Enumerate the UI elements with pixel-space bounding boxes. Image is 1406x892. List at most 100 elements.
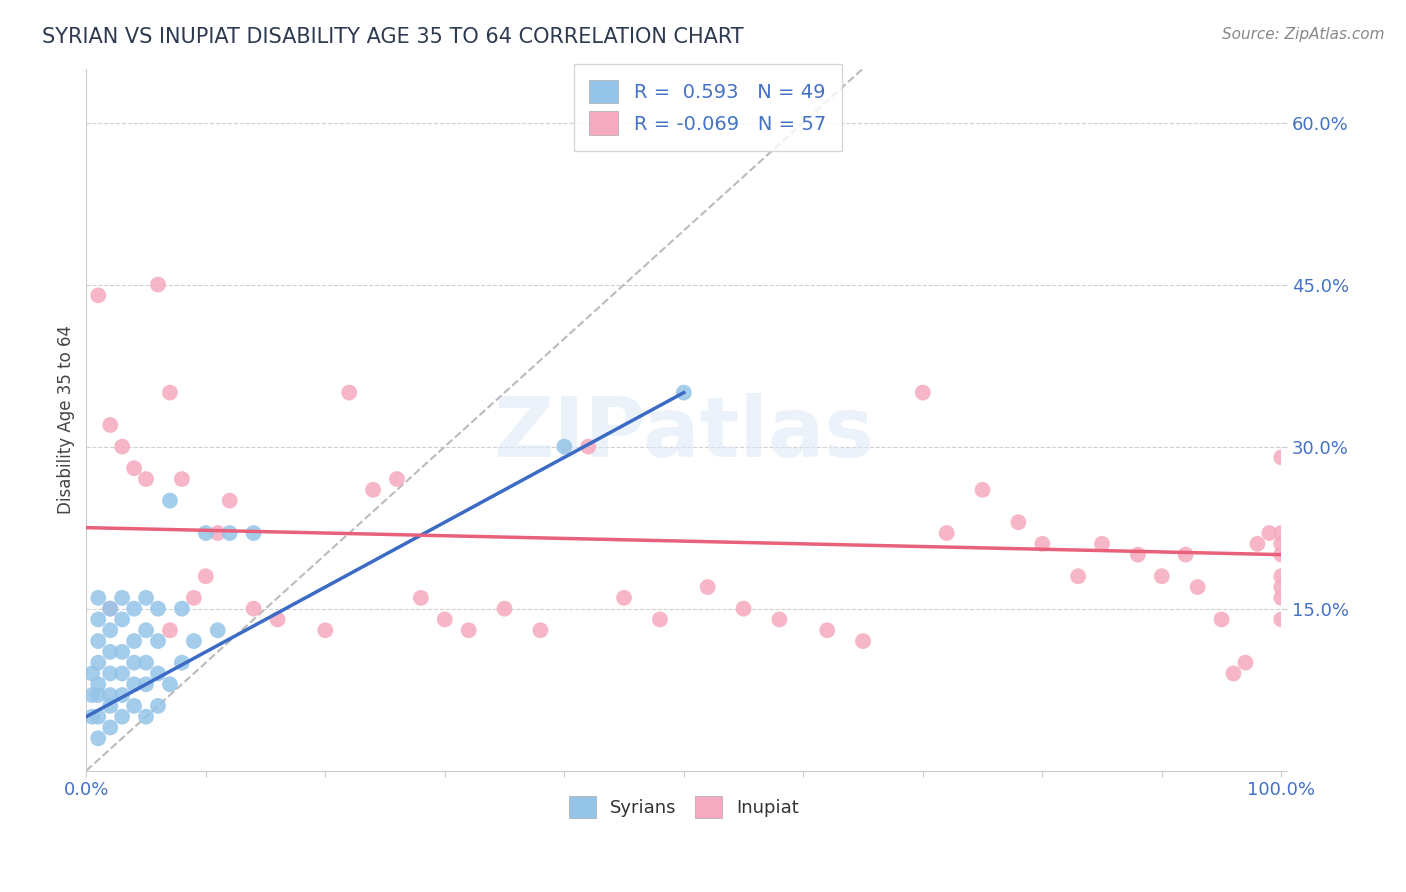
- Point: [98, 601, 121, 615]
- Point: [1211, 612, 1233, 626]
- Point: [122, 677, 145, 691]
- Point: [1222, 666, 1244, 681]
- Point: [1270, 591, 1292, 605]
- Legend: Syrians, Inupiat: Syrians, Inupiat: [561, 789, 806, 825]
- Point: [1007, 515, 1029, 529]
- Point: [98, 601, 121, 615]
- Point: [87, 612, 110, 626]
- Point: [1234, 656, 1257, 670]
- Point: [87, 656, 110, 670]
- Point: [1246, 537, 1268, 551]
- Point: [170, 656, 193, 670]
- Point: [648, 612, 671, 626]
- Point: [183, 591, 205, 605]
- Point: [122, 461, 145, 475]
- Point: [494, 601, 516, 615]
- Point: [529, 624, 551, 638]
- Point: [218, 526, 240, 541]
- Point: [672, 385, 695, 400]
- Point: [98, 698, 121, 713]
- Point: [242, 526, 264, 541]
- Text: ZIPatlas: ZIPatlas: [494, 393, 875, 475]
- Point: [207, 624, 229, 638]
- Point: [1270, 537, 1292, 551]
- Point: [87, 731, 110, 746]
- Point: [111, 612, 134, 626]
- Point: [111, 591, 134, 605]
- Point: [98, 624, 121, 638]
- Point: [146, 601, 169, 615]
- Point: [135, 709, 157, 723]
- Point: [385, 472, 408, 486]
- Point: [457, 624, 479, 638]
- Point: [1187, 580, 1209, 594]
- Point: [194, 569, 217, 583]
- Point: [98, 688, 121, 702]
- Point: [815, 624, 838, 638]
- Point: [122, 656, 145, 670]
- Point: [82, 666, 104, 681]
- Point: [1270, 569, 1292, 583]
- Point: [159, 677, 181, 691]
- Point: [1126, 548, 1149, 562]
- Point: [122, 634, 145, 648]
- Point: [98, 666, 121, 681]
- Point: [1270, 580, 1292, 594]
- Point: [852, 634, 875, 648]
- Point: [1174, 548, 1197, 562]
- Point: [87, 677, 110, 691]
- Point: [266, 612, 288, 626]
- Point: [1270, 450, 1292, 465]
- Point: [111, 440, 134, 454]
- Point: [146, 666, 169, 681]
- Y-axis label: Disability Age 35 to 64: Disability Age 35 to 64: [58, 325, 75, 514]
- Point: [576, 440, 599, 454]
- Point: [122, 698, 145, 713]
- Point: [111, 645, 134, 659]
- Point: [87, 634, 110, 648]
- Point: [135, 591, 157, 605]
- Point: [1270, 548, 1292, 562]
- Point: [1258, 526, 1281, 541]
- Point: [170, 472, 193, 486]
- Point: [159, 624, 181, 638]
- Point: [170, 601, 193, 615]
- Point: [972, 483, 994, 497]
- Point: [314, 624, 336, 638]
- Point: [1067, 569, 1090, 583]
- Point: [768, 612, 790, 626]
- Point: [409, 591, 432, 605]
- Point: [207, 526, 229, 541]
- Point: [361, 483, 384, 497]
- Point: [553, 440, 575, 454]
- Point: [135, 472, 157, 486]
- Point: [82, 688, 104, 702]
- Point: [122, 601, 145, 615]
- Text: Source: ZipAtlas.com: Source: ZipAtlas.com: [1222, 27, 1385, 42]
- Point: [159, 493, 181, 508]
- Point: [135, 624, 157, 638]
- Point: [218, 493, 240, 508]
- Point: [613, 591, 636, 605]
- Point: [1270, 526, 1292, 541]
- Text: SYRIAN VS INUPIAT DISABILITY AGE 35 TO 64 CORRELATION CHART: SYRIAN VS INUPIAT DISABILITY AGE 35 TO 6…: [42, 27, 744, 46]
- Point: [111, 688, 134, 702]
- Point: [433, 612, 456, 626]
- Point: [337, 385, 360, 400]
- Point: [87, 591, 110, 605]
- Point: [98, 721, 121, 735]
- Point: [159, 385, 181, 400]
- Point: [111, 666, 134, 681]
- Point: [135, 656, 157, 670]
- Point: [1270, 612, 1292, 626]
- Point: [183, 634, 205, 648]
- Point: [111, 709, 134, 723]
- Point: [146, 634, 169, 648]
- Point: [82, 709, 104, 723]
- Point: [146, 277, 169, 292]
- Point: [733, 601, 755, 615]
- Point: [87, 688, 110, 702]
- Point: [146, 698, 169, 713]
- Point: [242, 601, 264, 615]
- Point: [87, 288, 110, 302]
